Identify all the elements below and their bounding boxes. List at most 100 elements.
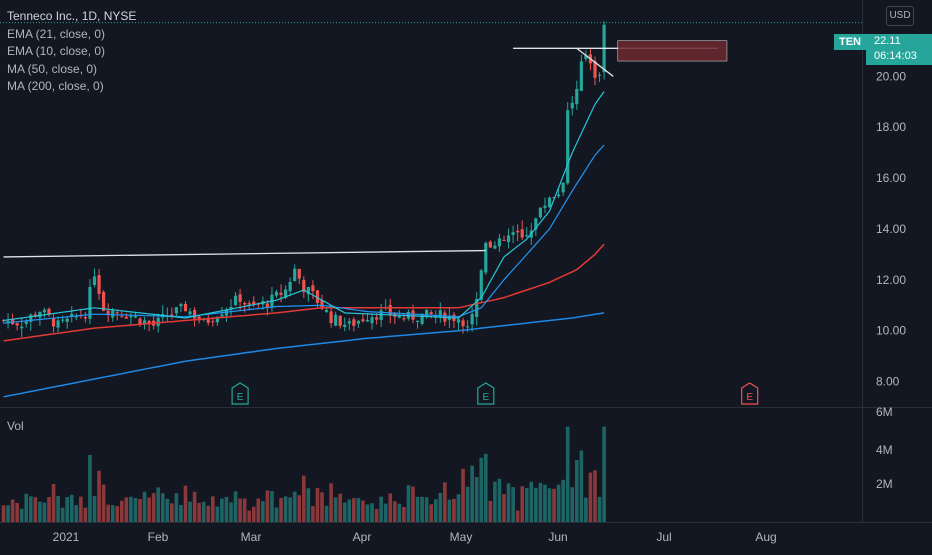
candle-body[interactable] (484, 242, 488, 273)
candle-body[interactable] (370, 317, 374, 324)
candle-body[interactable] (475, 299, 479, 317)
candle-body[interactable] (411, 310, 415, 320)
candle-body[interactable] (179, 304, 183, 307)
candle-body[interactable] (193, 309, 197, 319)
candle-body[interactable] (20, 326, 24, 329)
earnings-marker[interactable] (477, 382, 495, 405)
earnings-marker[interactable] (741, 382, 759, 405)
currency-button[interactable]: USD (886, 6, 914, 26)
indicator-ma50[interactable]: MA (50, close, 0) (7, 61, 98, 76)
candle-body[interactable] (38, 312, 42, 318)
candle-body[interactable] (188, 311, 192, 315)
candle-body[interactable] (511, 232, 515, 235)
candle-body[interactable] (584, 55, 588, 59)
candle-body[interactable] (220, 314, 224, 317)
candle-body[interactable] (106, 310, 110, 315)
candle-body[interactable] (365, 319, 370, 322)
candle-body[interactable] (147, 320, 151, 324)
candle-body[interactable] (429, 312, 433, 315)
candle-body[interactable] (206, 319, 210, 323)
candle-body[interactable] (479, 270, 483, 300)
candle-body[interactable] (88, 286, 92, 319)
candle-body[interactable] (124, 316, 128, 319)
candle-body[interactable] (425, 309, 429, 317)
candle-body[interactable] (233, 295, 238, 306)
candle-body[interactable] (120, 316, 124, 318)
candle-body[interactable] (51, 317, 56, 327)
volume-label[interactable]: Vol (7, 419, 24, 433)
candle-body[interactable] (593, 61, 597, 78)
candle-body[interactable] (238, 294, 242, 302)
candle-body[interactable] (315, 290, 320, 303)
candle-body[interactable] (456, 319, 461, 323)
candle-body[interactable] (297, 268, 301, 279)
candle-body[interactable] (70, 313, 74, 316)
candle-body[interactable] (324, 309, 329, 312)
candle-body[interactable] (502, 239, 506, 241)
candle-body[interactable] (65, 318, 69, 322)
candle-body[interactable] (566, 110, 570, 184)
candle-body[interactable] (506, 235, 511, 242)
candle-body[interactable] (320, 300, 324, 309)
candle-body[interactable] (347, 321, 351, 324)
candle-body[interactable] (379, 310, 383, 320)
candle-body[interactable] (470, 313, 474, 325)
candle-body[interactable] (293, 268, 297, 281)
candle-body[interactable] (56, 320, 60, 328)
candle-body[interactable] (83, 317, 87, 319)
candle-body[interactable] (343, 324, 347, 328)
candle-body[interactable] (420, 313, 424, 324)
candle-body[interactable] (493, 245, 497, 249)
candle-body[interactable] (561, 182, 565, 193)
candle-body[interactable] (274, 291, 279, 296)
candle-body[interactable] (579, 61, 583, 91)
candle-body[interactable] (115, 312, 119, 314)
resistance-line[interactable] (3, 249, 486, 258)
candle-body[interactable] (434, 315, 438, 318)
candle-body[interactable] (42, 309, 47, 313)
candle-body[interactable] (74, 316, 78, 318)
candle-body[interactable] (547, 197, 552, 207)
candle-body[interactable] (133, 315, 138, 318)
candle-body[interactable] (334, 314, 338, 326)
candle-body[interactable] (129, 315, 133, 318)
candle-body[interactable] (284, 289, 288, 298)
candle-body[interactable] (397, 315, 401, 318)
candle-body[interactable] (497, 238, 502, 247)
candle-body[interactable] (215, 318, 219, 323)
candle-body[interactable] (302, 279, 306, 293)
candle-body[interactable] (211, 321, 215, 323)
candle-body[interactable] (243, 302, 247, 305)
candle-body[interactable] (306, 286, 310, 295)
candle-body[interactable] (279, 292, 283, 295)
earnings-marker[interactable] (231, 382, 249, 405)
candle-body[interactable] (375, 317, 379, 320)
chart-title[interactable]: Tenneco Inc., 1D, NYSE (7, 9, 137, 23)
indicator-ema10[interactable]: EMA (10, close, 0) (7, 44, 106, 58)
candle-body[interactable] (1, 320, 6, 322)
candle-body[interactable] (388, 304, 392, 316)
candle-body[interactable] (461, 320, 465, 327)
candle-body[interactable] (534, 218, 538, 230)
candle-body[interactable] (488, 241, 492, 248)
candle-body[interactable] (543, 205, 547, 208)
candle-body[interactable] (575, 88, 579, 105)
indicator-ma200[interactable]: MA (200, close, 0) (7, 79, 104, 93)
candle-body[interactable] (516, 230, 520, 233)
candle-body[interactable] (170, 314, 174, 316)
candle-body[interactable] (183, 303, 188, 312)
candle-body[interactable] (552, 196, 556, 198)
candle-body[interactable] (229, 307, 233, 309)
candle-body[interactable] (15, 323, 19, 326)
candle-body[interactable] (361, 319, 365, 322)
candle-body[interactable] (265, 303, 269, 308)
candle-body[interactable] (402, 318, 406, 320)
candle-body[interactable] (329, 311, 333, 324)
candle-body[interactable] (311, 285, 315, 292)
candle-body[interactable] (352, 319, 356, 326)
candle-body[interactable] (111, 310, 115, 318)
indicator-ema21[interactable]: EMA (21, close, 0) (7, 26, 106, 41)
candle-body[interactable] (415, 320, 420, 323)
candle-body[interactable] (557, 194, 561, 197)
